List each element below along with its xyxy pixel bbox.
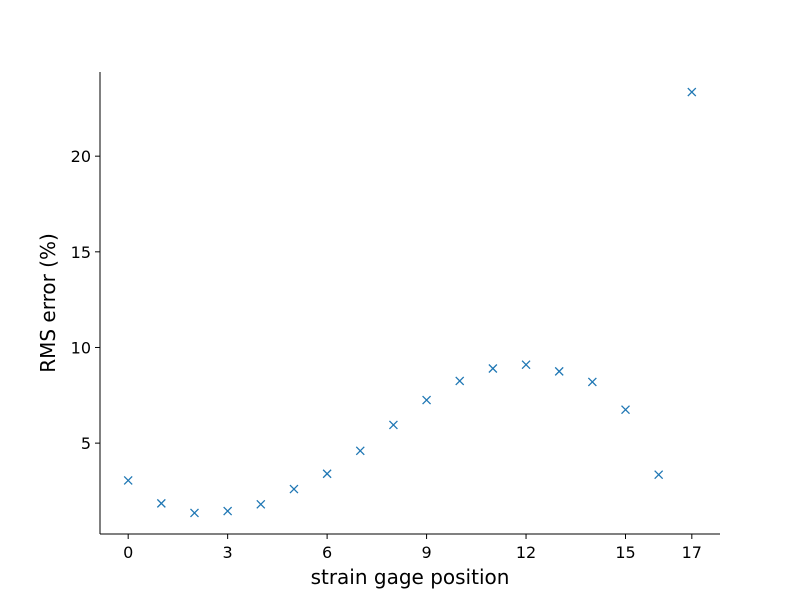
data-point xyxy=(388,420,398,430)
x-ticks: 0 3 6 9 12 15 17 xyxy=(123,534,702,562)
data-point xyxy=(422,395,432,405)
y-axis-label: RMS error (%) xyxy=(36,233,60,373)
data-point xyxy=(190,508,199,518)
data-point xyxy=(621,405,630,415)
x-tick-label: 9 xyxy=(421,543,431,562)
data-point xyxy=(554,366,564,376)
x-tick-label: 0 xyxy=(123,543,133,562)
data-point xyxy=(654,470,664,480)
data-markers xyxy=(123,87,697,518)
data-point xyxy=(488,364,498,373)
x-axis-label: strain gage position xyxy=(311,565,510,589)
data-point xyxy=(455,376,465,386)
x-tick-label: 6 xyxy=(322,543,332,562)
data-point xyxy=(156,498,166,508)
x-tick-label: 15 xyxy=(615,543,635,562)
data-point xyxy=(256,499,266,509)
data-point xyxy=(223,506,233,516)
y-tick-label: 20 xyxy=(71,147,91,166)
data-point xyxy=(355,446,365,456)
x-tick-label: 12 xyxy=(516,543,536,562)
data-point xyxy=(123,475,133,485)
x-tick-label: 3 xyxy=(223,543,233,562)
x-tick-label: 17 xyxy=(682,543,702,562)
y-ticks: 5 10 15 20 xyxy=(71,147,100,453)
y-tick-label: 5 xyxy=(81,434,91,453)
data-point xyxy=(322,469,332,479)
data-point xyxy=(687,87,697,97)
data-point xyxy=(587,377,597,387)
y-tick-label: 10 xyxy=(71,338,91,357)
data-point xyxy=(289,484,299,494)
y-tick-label: 15 xyxy=(71,243,91,262)
axes xyxy=(99,72,720,535)
data-point xyxy=(521,360,531,370)
